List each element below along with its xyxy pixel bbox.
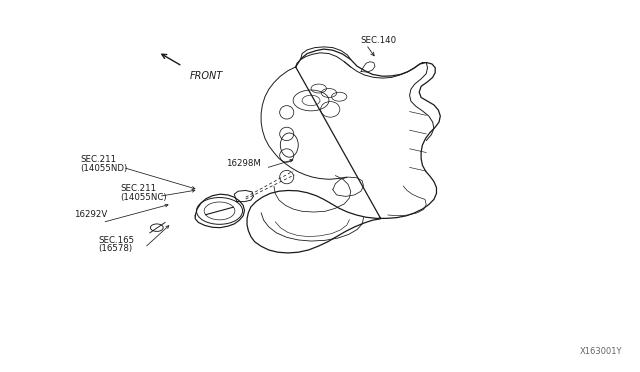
Text: SEC.211: SEC.211 [81, 155, 116, 164]
Text: (16578): (16578) [98, 244, 132, 253]
Text: 16292V: 16292V [74, 211, 107, 219]
Text: SEC.211: SEC.211 [120, 185, 156, 193]
Text: (14055ND): (14055ND) [81, 164, 128, 173]
Text: FRONT: FRONT [189, 71, 223, 81]
Text: X163001Y: X163001Y [580, 347, 622, 356]
Text: SEC.165: SEC.165 [98, 236, 134, 245]
Text: (14055NC): (14055NC) [120, 193, 167, 202]
Text: 16298M: 16298M [226, 159, 260, 168]
Text: SEC.140: SEC.140 [360, 36, 396, 45]
